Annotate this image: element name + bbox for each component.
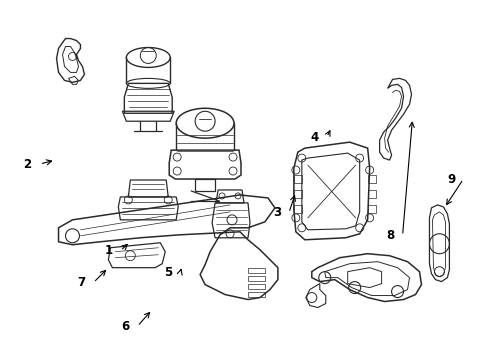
Text: 5: 5 xyxy=(164,266,172,279)
Text: 2: 2 xyxy=(23,158,32,171)
Text: 3: 3 xyxy=(272,206,281,219)
Text: 6: 6 xyxy=(121,320,129,333)
Text: 7: 7 xyxy=(77,276,85,289)
Text: 8: 8 xyxy=(386,229,394,242)
Text: 1: 1 xyxy=(104,244,112,257)
Text: 4: 4 xyxy=(310,131,318,144)
Text: 9: 9 xyxy=(447,172,455,185)
